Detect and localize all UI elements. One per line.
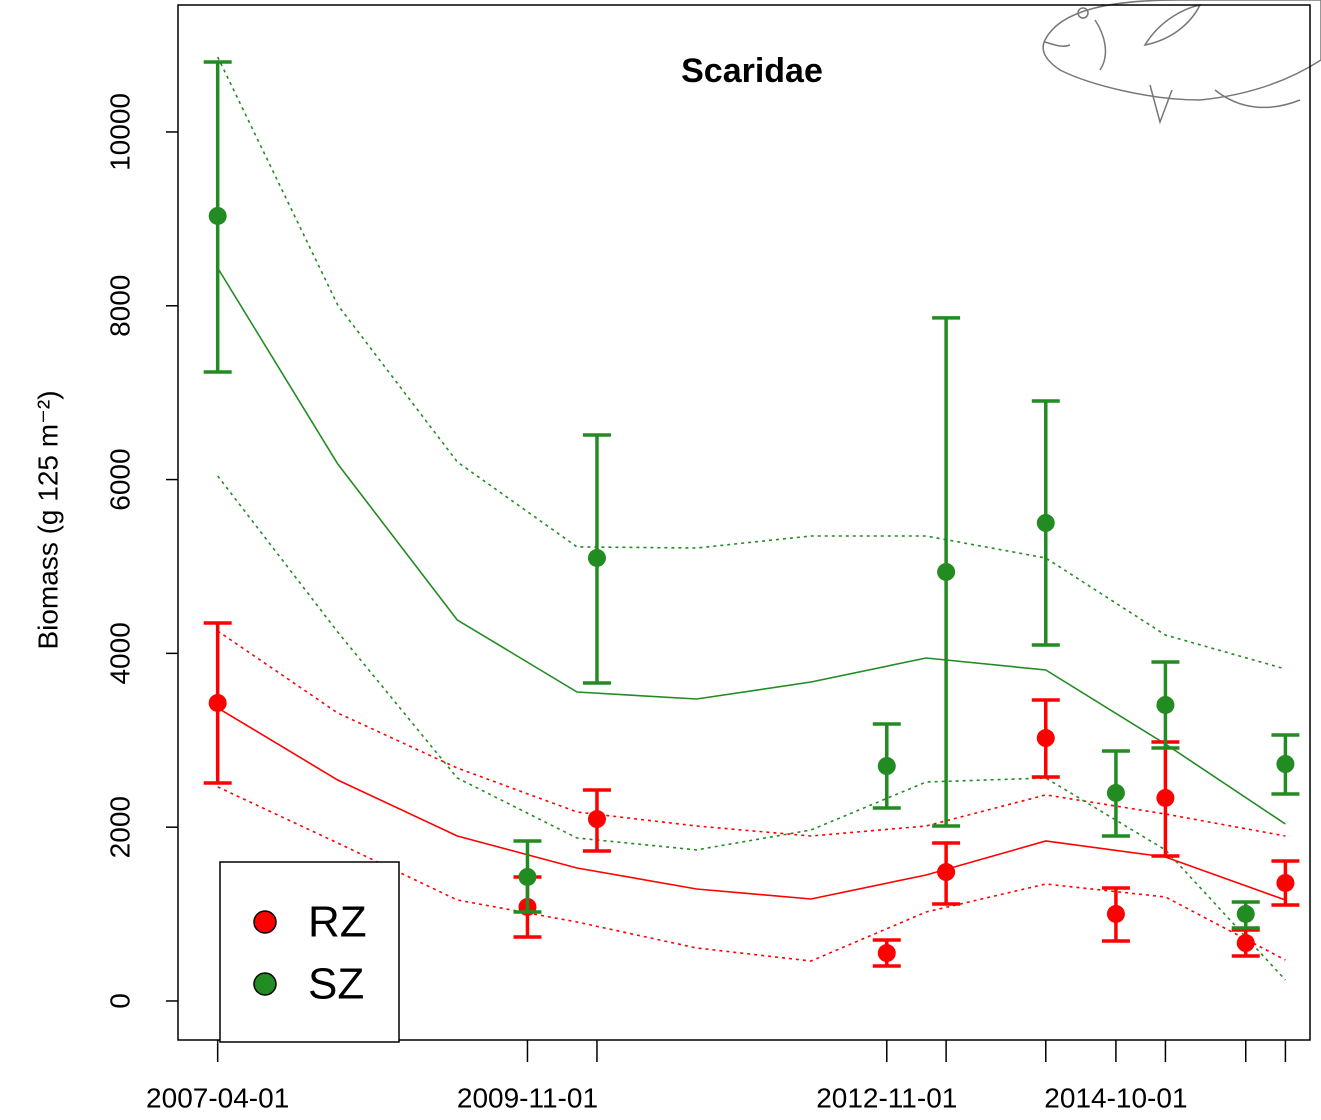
point [877,756,896,775]
point [1156,788,1175,807]
fit-upper-line [217,630,1286,837]
plot-frame [177,4,1311,1041]
point [937,863,956,882]
legend-box [219,861,400,1043]
point [1236,904,1255,923]
point [518,867,537,886]
point [1036,729,1055,748]
point [1276,873,1295,892]
point [937,562,956,581]
y-axis-label: Biomass (g 125 m⁻²) [32,390,63,649]
point [587,548,606,567]
point [877,944,896,963]
point [208,206,227,225]
legend: RZ SZ [219,861,400,1043]
fit-line [217,707,1286,901]
fit-line [217,267,1286,825]
point [1106,783,1125,802]
legend-label: RZ [308,898,367,947]
y-tick-label: 8000 [104,275,135,337]
point [208,693,227,712]
y-tick-label: 4000 [104,622,135,684]
legend-label: SZ [308,960,364,1009]
point [1236,934,1255,953]
legend-marker [253,910,277,934]
x-tick-label: 2014-10-01 [1044,1082,1187,1113]
point [1106,904,1125,923]
point [1036,513,1055,532]
y-tick-label: 0 [104,993,135,1009]
x-tick-label: 2009-11-01 [457,1082,598,1113]
point [587,810,606,829]
y-tick-label: 6000 [104,448,135,510]
y-tick-label: 10000 [104,93,135,171]
fit-upper-line [216,56,1286,670]
point [1156,695,1175,714]
x-tick-label: 2007-04-01 [146,1082,289,1113]
point [1276,755,1295,773]
x-tick-label: 2012-11-01 [816,1082,957,1113]
legend-marker [253,972,277,996]
chart-title: Scaridae [681,52,823,90]
y-tick-label: 2000 [104,796,135,858]
